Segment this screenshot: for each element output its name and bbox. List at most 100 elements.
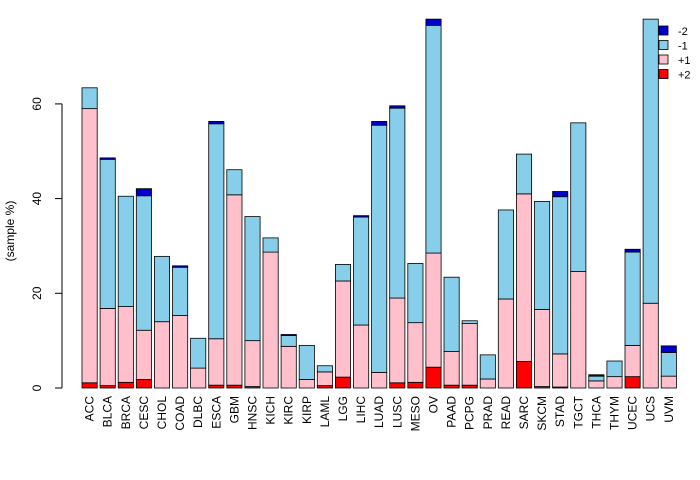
x-tick-label: BRCA — [119, 396, 133, 429]
bar-segment — [334, 280, 351, 378]
bar-segment — [81, 382, 98, 389]
bar-stack-stad — [552, 191, 569, 389]
bar-segment — [99, 158, 116, 309]
bar-stack-esca — [208, 121, 225, 389]
bar-segment — [262, 237, 279, 253]
legend-swatch — [658, 69, 669, 79]
bar-segment — [353, 216, 370, 326]
bar-segment — [570, 271, 587, 389]
bar-stack-blca — [99, 157, 116, 389]
bar-stack-brca — [117, 195, 134, 389]
bar-stack-thym — [606, 360, 623, 389]
bar-segment — [135, 188, 152, 197]
x-tick-label: PAAD — [445, 396, 459, 428]
bar-segment — [534, 308, 551, 387]
bar-segment — [552, 196, 569, 355]
bar-segment — [262, 251, 279, 389]
bar-segment — [624, 251, 641, 346]
bar-stack-lgg — [334, 264, 351, 389]
bar-segment — [461, 323, 478, 386]
x-tick-label: LIHC — [354, 396, 368, 424]
bar-stack-skcm — [534, 201, 551, 389]
legend-swatch — [658, 40, 669, 50]
bar-stack-pcpg — [461, 320, 478, 389]
bar-stack-lusc — [389, 105, 406, 389]
legend-label: -2 — [678, 26, 688, 38]
bar-stack-kirc — [280, 334, 297, 389]
bar-segment — [172, 265, 189, 268]
x-tick-label: LUSC — [390, 396, 404, 428]
bar-segment — [81, 87, 98, 110]
bar-segment — [624, 376, 641, 389]
x-tick-label: BLCA — [101, 396, 115, 427]
x-tick-label: UCS — [644, 396, 658, 421]
bar-segment — [497, 209, 514, 300]
x-tick-label: SARC — [517, 396, 531, 430]
bar-stack-sarc — [516, 153, 533, 389]
x-tick-label: COAD — [173, 396, 187, 431]
x-tick-label: KIRC — [282, 396, 296, 425]
bar-segment — [190, 367, 207, 389]
bar-segment — [407, 263, 424, 324]
bar-segment — [298, 379, 315, 389]
bar-stacks — [81, 18, 677, 389]
y-axis: 0 20 40 60 — [30, 97, 63, 391]
bar-segment — [443, 384, 460, 389]
bar-segment — [443, 351, 460, 386]
x-tick-label: THYM — [608, 396, 622, 430]
bar-segment — [135, 195, 152, 331]
y-tick-label: 0 — [30, 384, 44, 391]
bar-segment — [642, 18, 659, 304]
bar-segment — [443, 276, 460, 352]
bar-stack-lihc — [353, 215, 370, 389]
bar-segment — [425, 252, 442, 368]
bar-segment — [642, 302, 659, 389]
x-tick-label: PRAD — [481, 396, 495, 430]
x-tick-label: THCA — [589, 396, 603, 429]
bar-stack-meso — [407, 263, 424, 389]
bar-segment — [588, 374, 605, 377]
bar-segment — [534, 201, 551, 310]
bar-segment — [516, 153, 533, 195]
bar-stack-chol — [153, 255, 170, 389]
legend-label: +1 — [678, 55, 691, 67]
bar-stack-cesc — [135, 188, 152, 389]
bar-segment — [606, 360, 623, 378]
bar-segment — [479, 354, 496, 380]
bar-segment — [316, 365, 333, 373]
x-tick-label: KIRP — [300, 396, 314, 424]
bar-segment — [461, 384, 478, 389]
bar-segment — [117, 195, 134, 307]
bar-segment — [153, 255, 170, 323]
bar-stack-ucs — [642, 18, 659, 389]
bar-segment — [407, 381, 424, 389]
x-tick-label: PCPG — [463, 396, 477, 430]
bar-segment — [389, 297, 406, 384]
bar-stack-ucec — [624, 248, 641, 389]
bar-segment — [660, 375, 677, 389]
x-tick-label: SKCM — [535, 396, 549, 431]
x-axis: ACC BLCA BRCA CESC CHOL COAD DLBC ESCA GBM HNSC KI… — [83, 395, 676, 431]
x-tick-label: TGCT — [571, 395, 585, 428]
bar-segment — [425, 24, 442, 254]
bar-segment — [280, 345, 297, 389]
bar-stack-dlbc — [190, 337, 207, 389]
bar-segment — [407, 322, 424, 383]
bar-segment — [479, 378, 496, 389]
x-tick-label: UVM — [662, 396, 676, 423]
bar-segment — [552, 191, 569, 198]
bar-segment — [334, 376, 351, 389]
bar-segment — [153, 321, 170, 389]
x-tick-label: DLBC — [191, 396, 205, 428]
bar-segment — [606, 376, 623, 389]
x-tick-label: CHOL — [155, 396, 169, 430]
bar-segment — [99, 157, 116, 160]
bar-segment — [389, 105, 406, 109]
bar-segment — [516, 361, 533, 389]
bar-segment — [389, 107, 406, 299]
bar-segment — [135, 329, 152, 380]
bar-stack-hnsc — [244, 216, 261, 389]
bar-stack-kirp — [298, 344, 315, 389]
bar-segment — [588, 375, 605, 382]
x-tick-label: ACC — [83, 396, 97, 422]
